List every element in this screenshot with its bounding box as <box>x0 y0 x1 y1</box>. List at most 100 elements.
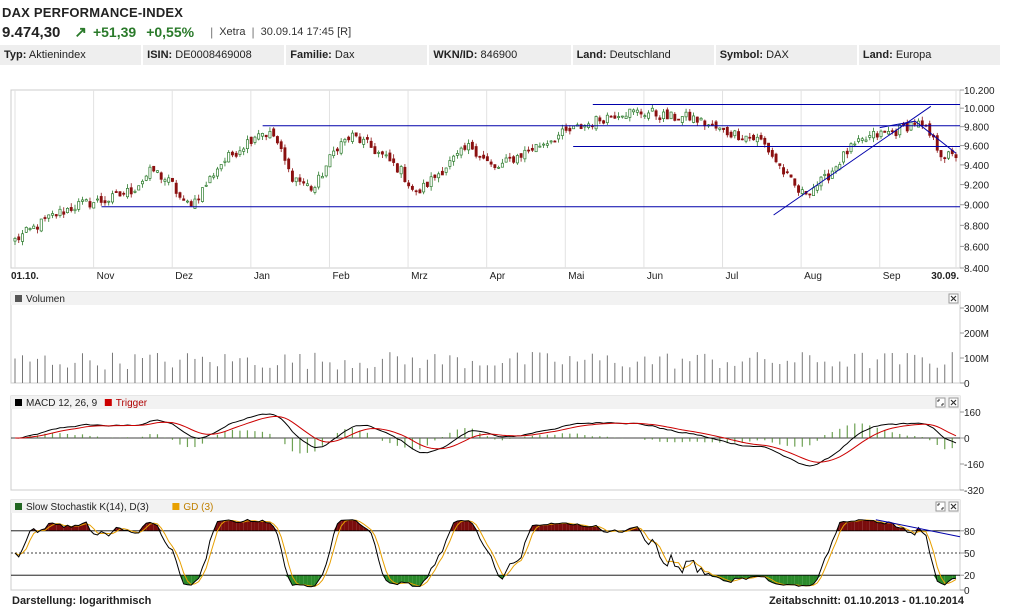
y-tick-label: -160 <box>964 460 984 471</box>
candle-body <box>32 225 36 229</box>
candle-body <box>137 185 141 191</box>
overbought-fill <box>892 523 897 531</box>
candle-body <box>710 123 714 126</box>
candle-body <box>905 122 909 132</box>
candle-body <box>534 144 538 153</box>
candle-body <box>500 162 504 168</box>
close-icon-glyph <box>950 295 957 302</box>
overbought-fill <box>239 521 244 531</box>
overbought-fill <box>359 524 364 531</box>
info-family: Familie: Dax <box>286 45 428 65</box>
candle-body <box>358 136 362 143</box>
candle-body <box>275 136 279 144</box>
candle-body <box>339 141 343 154</box>
candle-body <box>467 143 471 151</box>
overbought-fill <box>243 519 248 531</box>
candle-body <box>478 155 482 158</box>
candle-body <box>560 128 564 136</box>
candle-body <box>290 170 294 182</box>
candle-body <box>523 149 527 160</box>
candle-body <box>879 130 883 138</box>
y-tick-label: 0 <box>964 434 970 445</box>
overbought-fill <box>584 526 589 531</box>
x-tick-label: Aug <box>804 271 822 282</box>
candle-body <box>92 202 96 209</box>
candle-body <box>204 184 208 187</box>
overbought-fill <box>59 524 64 531</box>
overbought-fill <box>74 525 79 531</box>
candle-body <box>729 131 733 138</box>
oversold-fill <box>404 575 409 583</box>
info-key: Typ: <box>4 49 27 61</box>
exchange-name: Xetra <box>219 26 246 38</box>
candle-body <box>384 154 388 157</box>
overbought-fill <box>588 526 593 531</box>
candle-body <box>677 118 681 121</box>
candle-body <box>834 166 838 172</box>
candle-body <box>774 153 778 163</box>
candle-body <box>388 152 392 162</box>
candle-body <box>673 113 677 121</box>
candle-body <box>714 121 718 129</box>
x-tick-label: Sep <box>883 271 901 282</box>
y-tick-label: 300M <box>964 304 989 315</box>
candle-body <box>767 142 770 153</box>
overbought-fill <box>348 519 353 531</box>
display-mode-label: Darstellung: logarithmisch <box>12 595 152 607</box>
info-key: WKN/ID: <box>433 49 478 61</box>
up-right-arrow-icon: ↗ <box>74 24 87 41</box>
candle-body <box>77 201 81 210</box>
overbought-fill <box>847 521 852 531</box>
candle-body <box>354 132 358 137</box>
candle-body <box>628 108 632 118</box>
overbought-fill <box>569 524 574 531</box>
oversold-fill <box>191 575 195 586</box>
expand-icon <box>935 501 946 512</box>
oversold-fill <box>802 575 807 586</box>
candle-body <box>268 131 272 139</box>
overbought-fill <box>461 520 465 531</box>
candle-body <box>890 130 894 133</box>
candle-body <box>320 176 324 179</box>
overbought-fill <box>528 525 533 531</box>
info-value: Dax <box>334 49 355 61</box>
macd-panel-legend-swatch <box>15 399 22 406</box>
overbought-fill <box>558 522 563 531</box>
candle-body <box>51 213 54 216</box>
info-value: Aktienindex <box>28 49 86 61</box>
candle-body <box>219 164 223 170</box>
candle-body <box>860 138 864 141</box>
info-key: Familie: <box>290 49 332 61</box>
oversold-fill <box>382 575 387 581</box>
y-tick-label: 9.800 <box>964 123 989 134</box>
info-value: DAX <box>766 49 789 61</box>
candle-body <box>512 156 516 163</box>
info-key: ISIN: <box>147 49 173 61</box>
overbought-fill <box>839 521 844 531</box>
overbought-fill <box>881 522 885 531</box>
oversold-fill <box>299 575 304 585</box>
overbought-fill <box>888 521 893 531</box>
oversold-fill <box>798 575 803 587</box>
candle-body <box>549 140 553 143</box>
close-icon-glyph <box>950 399 957 406</box>
candle-body <box>545 143 549 146</box>
candle-body <box>313 187 317 193</box>
oversold-fill <box>401 575 405 583</box>
info-isin: ISIN: DE0008469008 <box>143 45 285 65</box>
candle-body <box>943 157 947 160</box>
overbought-fill <box>232 520 237 531</box>
candle-body <box>778 163 782 166</box>
candle-body <box>47 214 51 219</box>
candle-body <box>845 150 849 155</box>
candle-body <box>519 153 523 158</box>
candle-body <box>212 175 216 178</box>
candle-body <box>770 150 774 157</box>
oversold-fill <box>419 575 424 587</box>
candle-body <box>939 150 943 158</box>
candle-body <box>242 148 246 152</box>
stochastic-panel-header <box>11 500 960 513</box>
y-tick-label: 10.000 <box>964 104 995 115</box>
candle-body <box>62 211 66 215</box>
x-tick-label: Mai <box>568 271 584 282</box>
